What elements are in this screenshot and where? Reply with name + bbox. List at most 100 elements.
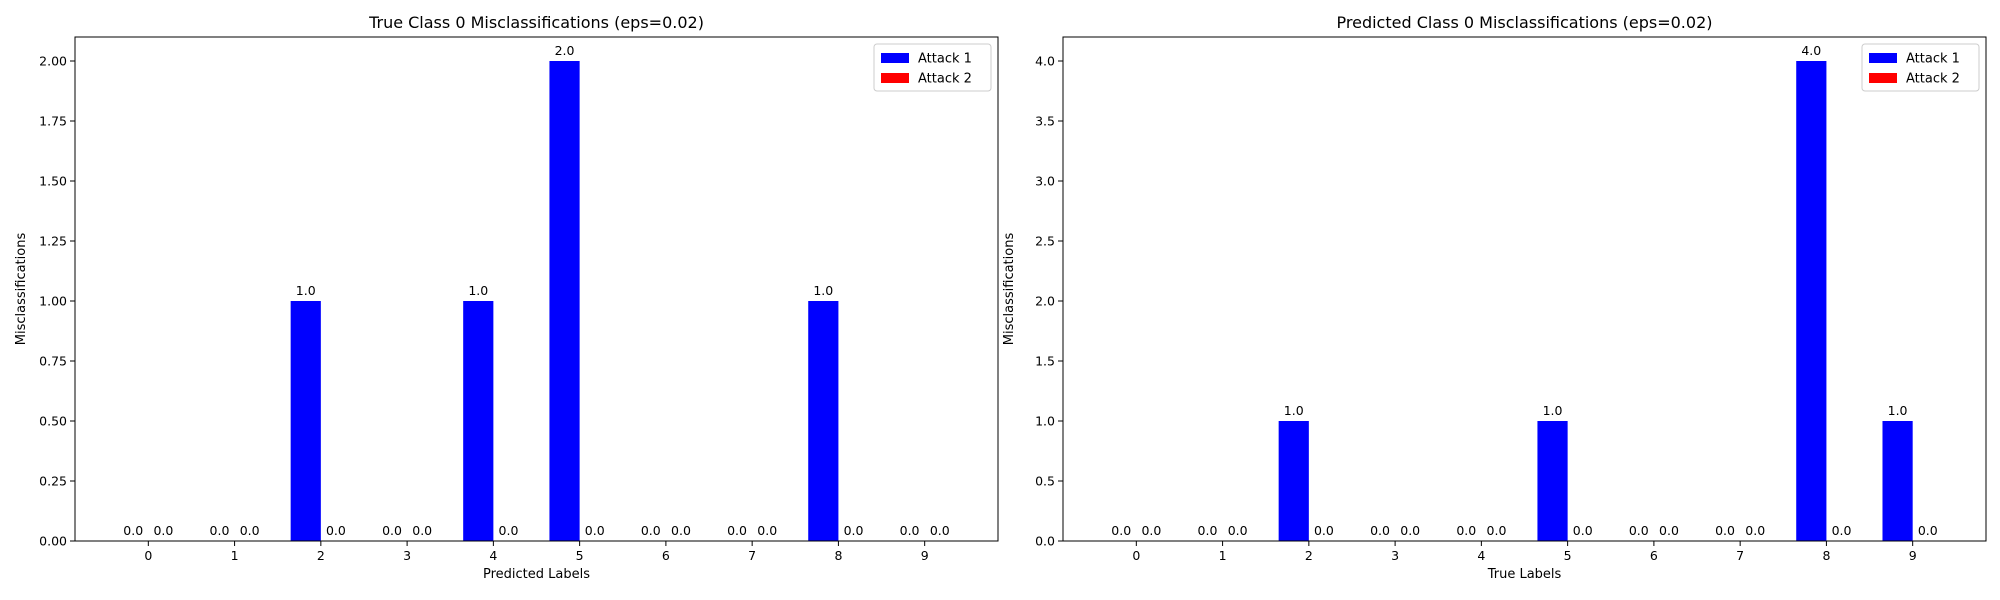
y-tick-label: 1.5 — [1035, 354, 1055, 369]
bar-value-label: 0.0 — [1629, 523, 1649, 538]
chart-1: 0.0 0.01.00.01.02.00.0 0.01.00.00.0 0.0 0.0 0… — [14, 13, 999, 582]
bar-value-label: 1.0 — [813, 283, 833, 298]
bar-value-label: 1.0 — [1284, 403, 1304, 418]
x-tick-label: 6 — [1650, 548, 1658, 563]
bar-value-label: 0.0 — [1918, 523, 1938, 538]
y-tick-label: 1.75 — [39, 114, 67, 129]
x-axis-label: Predicted Labels — [483, 567, 590, 582]
y-tick-label: 2.0 — [1035, 294, 1055, 309]
bar-value-label: 0.0 — [210, 523, 230, 538]
legend-label-attack-2: Attack 2 — [1906, 72, 1960, 87]
bar-attack-1-5 — [1537, 421, 1568, 541]
bar-value-label: 0.0 — [1832, 523, 1852, 538]
bar-value-label: 0.0 — [240, 523, 260, 538]
y-tick-label: 0.25 — [39, 474, 67, 489]
bar-attack-1-2 — [290, 301, 321, 541]
series-1-bars — [1278, 61, 1913, 541]
y-tick-label: 0.5 — [1035, 474, 1055, 489]
bar-value-label: 1.0 — [296, 283, 316, 298]
axes-frame — [1062, 36, 1987, 542]
bar-attack-1-8 — [808, 301, 839, 541]
bar-attack-1-9 — [1882, 421, 1913, 541]
bar-value-label: 0.0 — [641, 523, 661, 538]
legend-swatch-attack-1 — [881, 53, 909, 63]
y-tick-label: 2.00 — [39, 54, 67, 69]
y-axis-label: Misclassifications — [14, 233, 29, 346]
x-tick-label: 4 — [489, 548, 497, 563]
bar-value-label: 0.0 — [1370, 523, 1390, 538]
legend-label-attack-2: Attack 2 — [918, 72, 972, 87]
x-tick-label: 0 — [144, 548, 152, 563]
axes-frame — [74, 36, 999, 542]
bar-attack-1-5 — [549, 61, 580, 541]
bar-value-label: 0.0 — [153, 523, 173, 538]
x-tick-label: 0 — [1132, 548, 1140, 563]
chart-title: Predicted Class 0 Misclassifications (ep… — [1337, 13, 1713, 32]
x-tick-label: 5 — [576, 548, 584, 563]
legend: Attack 1 Attack 2 — [1861, 43, 1980, 92]
y-tick-label: 0.50 — [39, 414, 67, 429]
y-tick-label: 1.0 — [1035, 414, 1055, 429]
y-axis-label: Misclassifications — [1002, 233, 1017, 346]
bar-value-label: 0.0 — [326, 523, 346, 538]
y-tick-label: 0.75 — [39, 354, 67, 369]
x-tick-label: 2 — [317, 548, 325, 563]
bar-value-label: 0.0 — [412, 523, 432, 538]
bar-value-label: 0.0 — [382, 523, 402, 538]
legend-label-attack-1: Attack 1 — [918, 52, 972, 67]
bar-value-label: 0.0 — [671, 523, 691, 538]
bar-attack-1-4 — [463, 301, 494, 541]
x-tick-label: 6 — [662, 548, 670, 563]
bar-value-label: 0.0 — [123, 523, 143, 538]
x-tick-label: 1 — [231, 548, 239, 563]
bar-value-label: 0.0 — [1198, 523, 1218, 538]
chart-2: 0.0 0.01.00.0 0.01.00.0 0.04.01.00.0 0.0 0.0 0… — [1002, 13, 1987, 582]
y-tick-label: 3.5 — [1035, 114, 1055, 129]
y-tick-label: 2.5 — [1035, 234, 1055, 249]
x-tick-label: 3 — [1391, 548, 1399, 563]
x-tick-label: 3 — [403, 548, 411, 563]
bar-value-label: 0.0 — [757, 523, 777, 538]
bar-value-label: 0.0 — [727, 523, 747, 538]
bar-value-label: 0.0 — [1715, 523, 1735, 538]
y-tick-label: 0.00 — [39, 534, 67, 549]
legend-swatch-attack-2 — [1869, 73, 1897, 83]
y-tick-label: 0.0 — [1035, 534, 1055, 549]
bar-value-label: 0.0 — [1141, 523, 1161, 538]
legend-swatch-attack-2 — [881, 73, 909, 83]
bar-value-label: 0.0 — [585, 523, 605, 538]
bar-value-label: 2.0 — [555, 43, 575, 58]
x-tick-label: 5 — [1564, 548, 1572, 563]
x-tick-label: 2 — [1305, 548, 1313, 563]
x-tick-label: 7 — [1736, 548, 1744, 563]
bar-attack-1-8 — [1796, 61, 1827, 541]
bar-value-label: 0.0 — [1745, 523, 1765, 538]
x-tick-label: 9 — [1909, 548, 1917, 563]
x-tick-label: 1 — [1219, 548, 1227, 563]
bar-value-label: 1.0 — [468, 283, 488, 298]
bar-value-label: 0.0 — [844, 523, 864, 538]
bar-value-label: 0.0 — [1456, 523, 1476, 538]
bar-attack-1-2 — [1278, 421, 1309, 541]
bar-value-label: 0.0 — [1314, 523, 1334, 538]
y-tick-label: 3.0 — [1035, 174, 1055, 189]
y-tick-label: 1.50 — [39, 174, 67, 189]
y-tick-label: 1.00 — [39, 294, 67, 309]
bar-value-label: 1.0 — [1543, 403, 1563, 418]
bar-value-label: 1.0 — [1888, 403, 1908, 418]
x-tick-label: 4 — [1477, 548, 1485, 563]
x-tick-label: 8 — [834, 548, 842, 563]
bar-value-label: 0.0 — [1228, 523, 1248, 538]
bar-value-label: 0.0 — [1487, 523, 1507, 538]
x-tick-label: 8 — [1822, 548, 1830, 563]
bar-value-label: 0.0 — [1111, 523, 1131, 538]
bar-value-label: 4.0 — [1801, 43, 1821, 58]
bar-value-label: 0.0 — [1573, 523, 1593, 538]
legend-swatch-attack-1 — [1869, 53, 1897, 63]
y-tick-label: 4.0 — [1035, 54, 1055, 69]
bar-value-label: 0.0 — [930, 523, 950, 538]
chart-title: True Class 0 Misclassifications (eps=0.0… — [368, 13, 704, 32]
x-tick-label: 7 — [748, 548, 756, 563]
legend: Attack 1 Attack 2 — [873, 43, 992, 92]
